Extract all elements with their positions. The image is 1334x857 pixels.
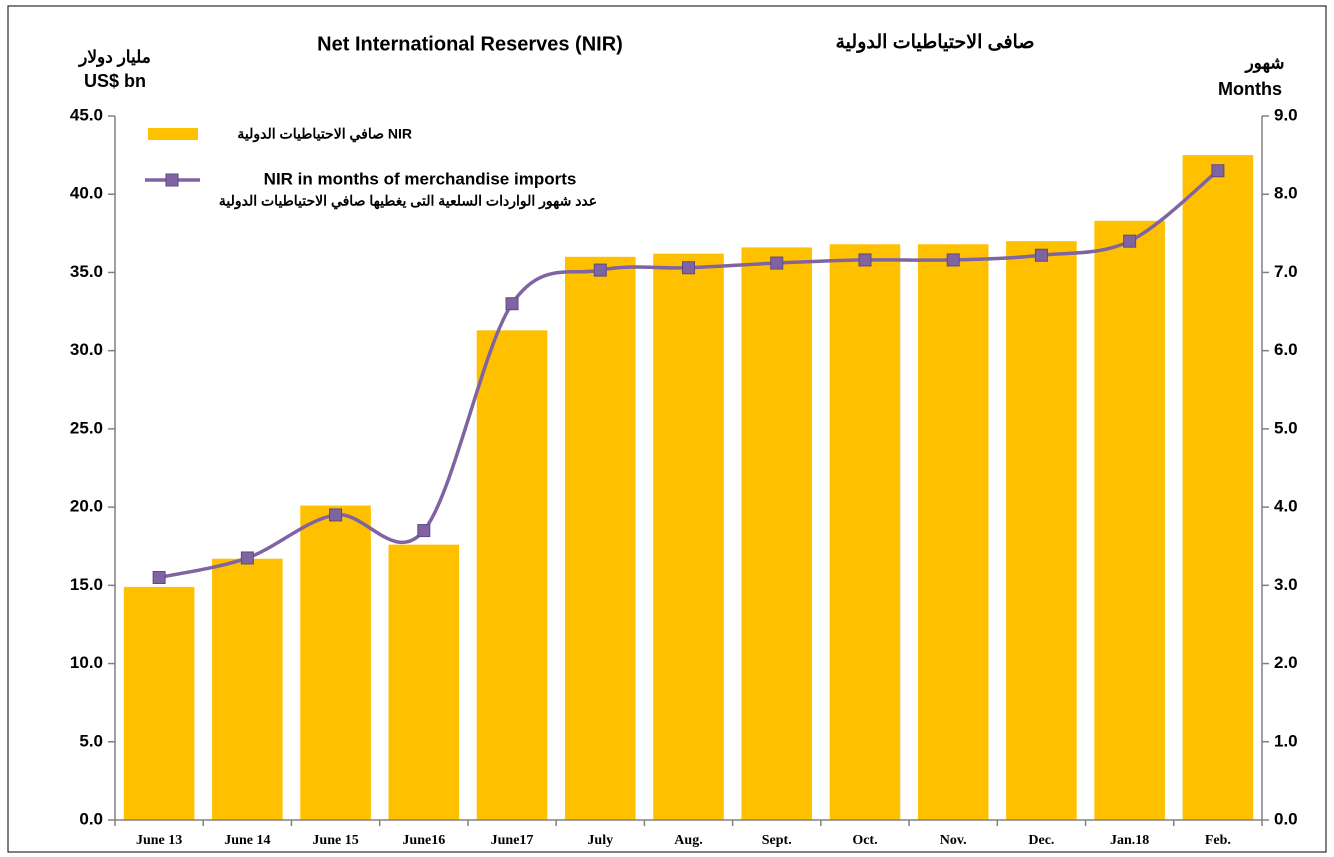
y-tick-label: 10.0 [70, 653, 103, 672]
line-marker [417, 524, 431, 538]
legend-label-ar: عدد شهور الواردات السلعية التى يغطيها صا… [219, 193, 597, 210]
line-marker [152, 571, 166, 585]
line-marker [1123, 234, 1137, 248]
y-tick-label: 40.0 [70, 184, 103, 203]
y2-tick-label: 1.0 [1274, 731, 1298, 750]
y2-tick-label: 0.0 [1274, 809, 1298, 828]
x-tick-label: Feb. [1205, 833, 1231, 848]
y-axis-label-ar: مليار دولار [77, 47, 151, 67]
chart-title: Net International Reserves (NIR) [317, 33, 623, 55]
y2-tick-label: 5.0 [1274, 418, 1298, 437]
x-tick-label: Dec. [1028, 833, 1054, 848]
y2-tick-label: 2.0 [1274, 653, 1298, 672]
y-tick-label: 45.0 [70, 105, 103, 124]
x-tick-label: Sept. [762, 833, 792, 848]
bar [564, 256, 636, 820]
bar [917, 244, 989, 821]
x-tick-label: June 14 [224, 833, 270, 848]
y-tick-label: 0.0 [79, 809, 103, 828]
line-marker [1034, 248, 1048, 262]
y2-tick-label: 9.0 [1274, 105, 1298, 124]
y2-tick-label: 6.0 [1274, 340, 1298, 359]
x-tick-label: Aug. [674, 833, 702, 848]
y-tick-label: 35.0 [70, 262, 103, 281]
y-tick-label: 25.0 [70, 418, 103, 437]
line-marker [946, 253, 960, 267]
y-tick-label: 30.0 [70, 340, 103, 359]
bar [123, 586, 195, 820]
bar [388, 544, 460, 820]
bar [1182, 155, 1254, 821]
y2-axis-label: Months [1218, 79, 1282, 99]
y2-tick-label: 7.0 [1274, 262, 1298, 281]
x-tick-label: June 15 [312, 833, 358, 848]
legend-label: NIR in months of merchandise imports [264, 169, 577, 188]
bar [653, 253, 724, 820]
bar [476, 330, 548, 820]
bar [212, 558, 283, 820]
line-marker [593, 263, 607, 277]
y-tick-label: 20.0 [70, 497, 103, 516]
x-tick-label: June17 [491, 833, 534, 848]
y-tick-label: 5.0 [79, 731, 103, 750]
line-marker [505, 297, 519, 311]
x-tick-label: July [587, 833, 613, 848]
x-tick-label: June 13 [136, 833, 182, 848]
y2-tick-label: 3.0 [1274, 575, 1298, 594]
line-marker [1211, 164, 1225, 178]
y2-axis-label-ar: شهور [1243, 53, 1284, 73]
frame [7, 5, 1327, 853]
bar [741, 247, 813, 820]
legend-swatch [148, 128, 198, 140]
line-marker [329, 508, 343, 522]
y-axis-label: US$ bn [84, 71, 146, 91]
bar [829, 244, 901, 821]
y2-tick-label: 8.0 [1274, 184, 1298, 203]
x-tick-label: Jan.18 [1110, 833, 1149, 848]
x-tick-label: Nov. [940, 833, 967, 848]
x-tick-label: Oct. [852, 833, 877, 848]
chart-title-ar: صافى الاحتياطيات الدولية [836, 32, 1035, 53]
line-marker [770, 256, 784, 270]
legend-marker [165, 173, 179, 187]
bar [1094, 220, 1165, 821]
bar [1006, 241, 1077, 821]
legend-label: صافي الاحتياطيات الدولية NIR [237, 126, 412, 143]
line-marker [240, 551, 254, 565]
y2-tick-label: 4.0 [1274, 497, 1298, 516]
y-tick-label: 15.0 [70, 575, 103, 594]
x-tick-label: June16 [402, 833, 445, 848]
line-marker [858, 253, 872, 267]
line-marker [682, 261, 695, 275]
bar [300, 505, 371, 820]
